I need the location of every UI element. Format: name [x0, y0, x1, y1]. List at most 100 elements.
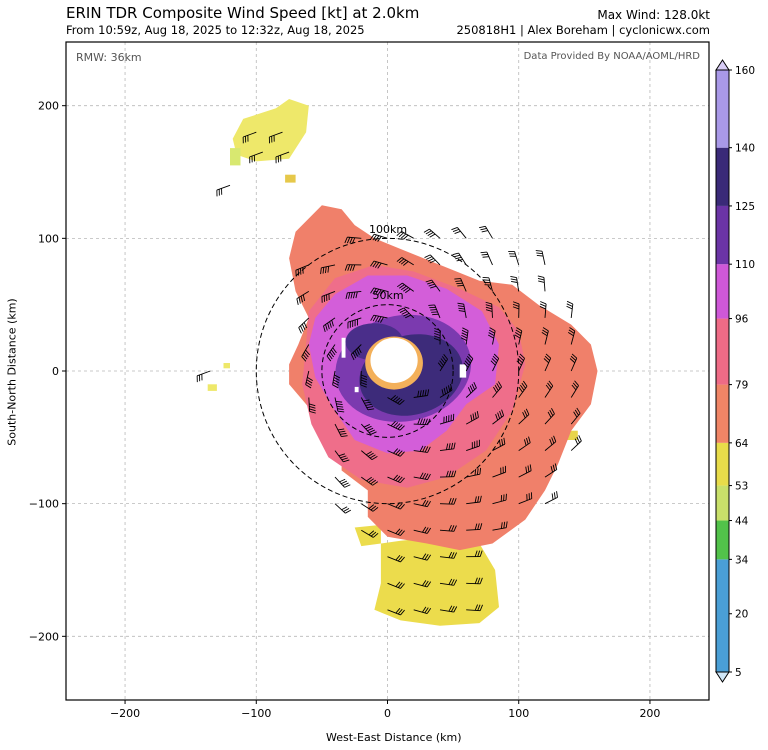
wind-barb: [567, 327, 576, 345]
data-gap: [341, 337, 346, 358]
x-tick-label: −100: [241, 707, 271, 720]
colorbar-tick-label: 125: [735, 201, 755, 213]
wind-barb: [466, 467, 482, 478]
chart-time-range: From 10:59z, Aug 18, 2025 to 12:32z, Aug…: [66, 23, 365, 37]
wind-barb: [413, 526, 432, 534]
chart-title: ERIN TDR Composite Wind Speed [kt] at 2.…: [66, 4, 420, 22]
y-tick-label: 200: [38, 100, 59, 113]
wind-barb: [413, 389, 430, 398]
wind-barb: [345, 290, 362, 300]
wind-barb: [196, 370, 211, 383]
wind-barb: [413, 472, 431, 481]
wind-barb: [466, 523, 483, 531]
wind-barb: [413, 499, 431, 508]
wind-barb: [334, 503, 352, 514]
wind-barb: [387, 528, 405, 536]
colorbar-segment: [716, 520, 729, 560]
wind-barb: [492, 521, 508, 531]
wind-barb: [514, 327, 523, 345]
colorbar-tick-label: 44: [735, 516, 749, 528]
wind-barb: [566, 300, 574, 318]
wind-barb: [249, 151, 263, 164]
wind-barb: [437, 354, 448, 372]
wind-barb: [361, 450, 378, 461]
outer-yellow-north-patch: [285, 174, 296, 183]
wind-barb: [334, 476, 351, 488]
wind-barb: [433, 327, 441, 345]
x-tick-label: −200: [110, 707, 140, 720]
wind-barb: [323, 317, 336, 333]
wind-barb: [439, 442, 456, 452]
wind-barb: [518, 492, 533, 505]
range-ring-50km: [321, 304, 454, 438]
wind-barbs: [196, 131, 582, 616]
wind-barb: [396, 282, 414, 294]
wind-barb: [570, 435, 582, 451]
wind-barb: [242, 131, 257, 144]
wind-barb: [387, 607, 405, 616]
colorbar-bottom-arrow: [715, 671, 730, 683]
wind-barb: [439, 413, 455, 425]
range-rings: [255, 237, 520, 505]
wind-barb: [360, 423, 377, 435]
wind-barb: [370, 314, 388, 323]
wind-barb: [544, 435, 557, 451]
wind-barb: [539, 301, 547, 318]
wind-barb: [492, 409, 505, 425]
y-tick-label: 0: [52, 365, 59, 378]
wind-barb: [216, 184, 231, 197]
wind-barb: [334, 423, 348, 438]
colorbar-segment: [716, 147, 729, 206]
wind-barb: [360, 397, 375, 411]
wind-barb: [326, 344, 337, 362]
colorbar-tick-label: 34: [735, 554, 749, 566]
colorbar-tick-label: 96: [735, 314, 749, 326]
wind-barb: [465, 411, 479, 425]
wind-barb: [387, 474, 405, 484]
wind-barb: [413, 606, 432, 614]
wind-barb: [544, 380, 554, 398]
x-tick-label: 0: [384, 707, 391, 720]
provider-annotation: Data Provided By NOAA/AOML/HRD: [524, 51, 701, 62]
wind-barb: [424, 254, 441, 266]
outer-yellow-south-patch: [374, 536, 499, 626]
wind-barb: [296, 291, 310, 305]
wind-field: [207, 99, 598, 626]
wind-barb: [413, 445, 431, 453]
colorbar-segment: [716, 70, 729, 148]
wind-barb: [570, 380, 579, 398]
colorbar-top-arrow: [715, 59, 730, 71]
wind-barb: [451, 227, 467, 239]
colorbar-tick-label: 64: [735, 438, 749, 450]
wind-barb: [321, 290, 336, 303]
wind-barb: [439, 524, 457, 532]
wind-barb: [387, 581, 405, 589]
wind-barb: [512, 301, 520, 318]
wind-barb: [308, 397, 316, 414]
colorbar-segment: [716, 442, 729, 486]
wind-barb: [360, 370, 368, 388]
wind-barb: [518, 436, 531, 451]
wind-barb: [332, 370, 341, 389]
wind-barb: [479, 225, 493, 239]
colorbar-tick-label: 79: [735, 380, 748, 392]
wind-barb: [275, 151, 290, 164]
outer-yellow-west-patch: [207, 384, 217, 391]
colorbar-segment: [716, 318, 729, 385]
wind-barb: [396, 231, 414, 240]
range-ring-100km: [255, 237, 520, 505]
wind-barb: [465, 382, 477, 398]
colorbar: 5 20 34 44 53 64 79 96 110 125 140 160: [715, 59, 755, 683]
wind-barb: [344, 264, 362, 271]
wind-barb: [518, 380, 528, 398]
wind-barb: [387, 448, 405, 457]
colorbar-tick-label: 110: [735, 259, 755, 271]
wind-barb: [480, 251, 493, 266]
x-axis-label: West-East Distance (km): [326, 731, 462, 744]
wind-barb: [463, 353, 474, 372]
outer-yellow-south-patch: [354, 524, 381, 547]
wind-barb: [544, 491, 558, 505]
wind-barb: [439, 551, 457, 559]
y-tick-label: −200: [29, 630, 59, 643]
wind-barb: [387, 394, 405, 405]
